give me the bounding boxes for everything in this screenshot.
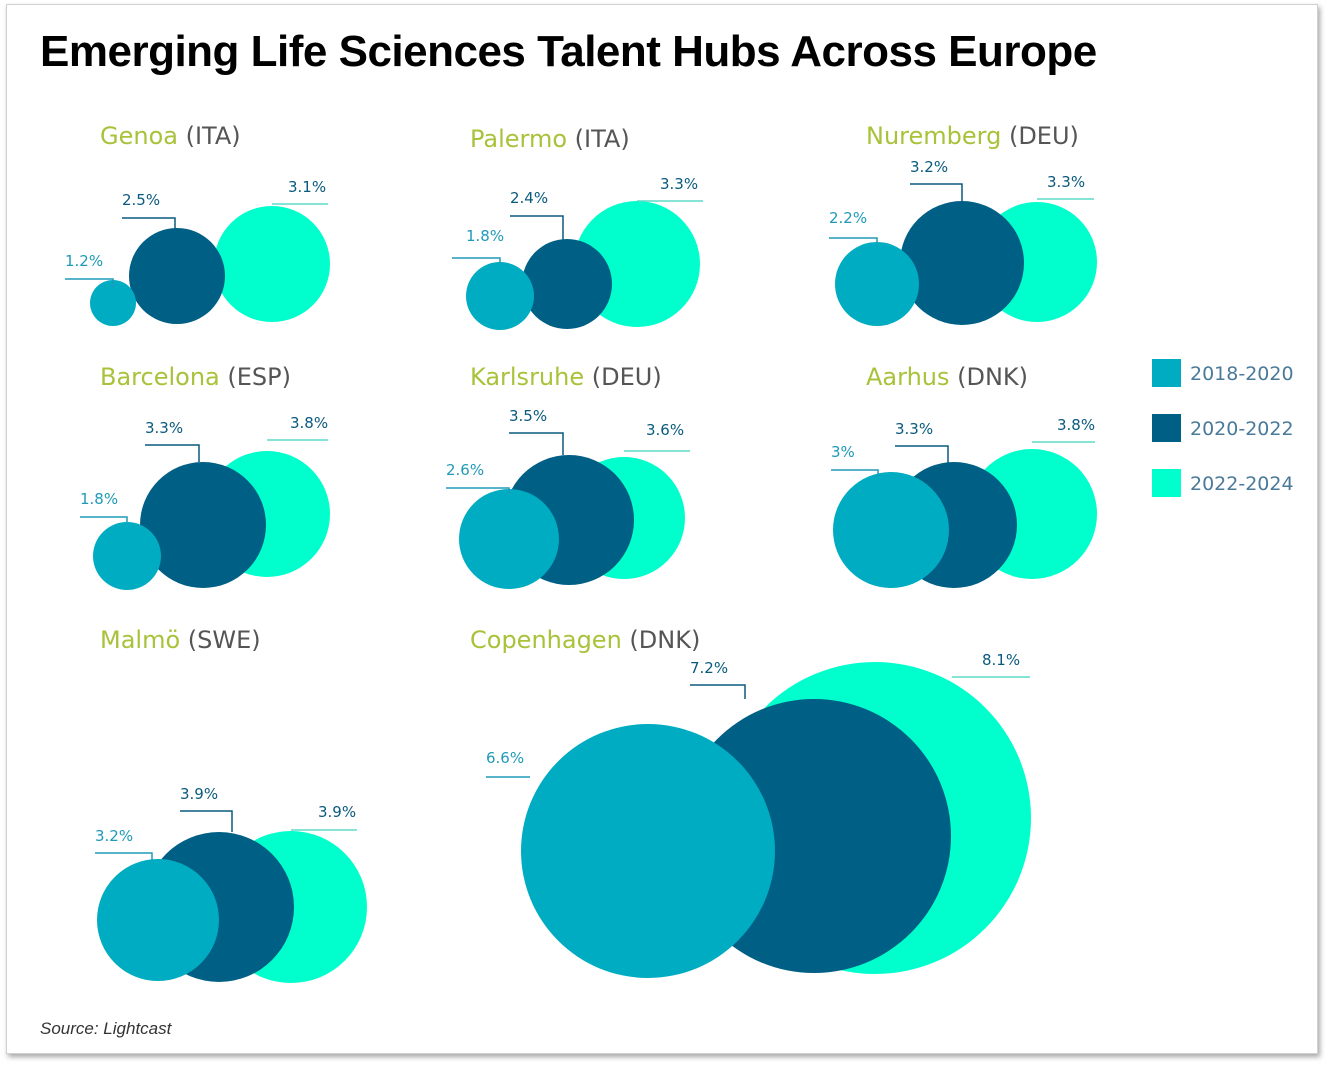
legend-swatch-2020-2022: [1152, 414, 1181, 442]
city-country: (ESP): [220, 363, 291, 391]
city-name: Malmö: [100, 626, 180, 654]
source-note: Source: Lightcast: [40, 1019, 172, 1038]
value-label-genoa-2022-2024: 3.1%: [288, 178, 326, 196]
value-label-malm--2018-2020: 3.2%: [95, 827, 133, 845]
chart-title: Emerging Life Sciences Talent Hubs Acros…: [40, 27, 1097, 76]
leader-line-malm--2020-2022: [180, 810, 233, 832]
city-name: Barcelona: [100, 363, 220, 391]
value-label-karlsruhe-2022-2024: 3.6%: [646, 421, 684, 439]
legend-swatch-2022-2024: [1152, 469, 1181, 497]
value-label-barcelona-2020-2022: 3.3%: [145, 419, 183, 437]
city-name: Copenhagen: [470, 626, 622, 654]
value-label-malm--2020-2022: 3.9%: [180, 785, 218, 803]
leader-line-palermo-2020-2022: [510, 215, 564, 240]
legend-label-2018-2020: 2018-2020: [1190, 363, 1294, 385]
value-label-nuremberg-2022-2024: 3.3%: [1047, 173, 1085, 191]
bubble-genoa-2022-2024: [214, 206, 330, 322]
city-country: (DEU): [584, 363, 662, 391]
leader-line-karlsruhe-2020-2022: [509, 432, 564, 455]
legend-label-2020-2022: 2020-2022: [1190, 418, 1294, 440]
bubble-palermo-2018-2020: [466, 262, 534, 330]
bubble-nuremberg-2018-2020: [835, 242, 919, 326]
city-name: Aarhus: [866, 363, 950, 391]
city-title-nuremberg: Nuremberg (DEU): [866, 122, 1079, 150]
city-title-malm-: Malmö (SWE): [100, 626, 261, 654]
value-label-nuremberg-2018-2020: 2.2%: [829, 209, 867, 227]
city-name: Karlsruhe: [470, 363, 584, 391]
city-title-aarhus: Aarhus (DNK): [866, 363, 1028, 391]
value-label-nuremberg-2020-2022: 3.2%: [910, 158, 948, 176]
value-label-barcelona-2018-2020: 1.8%: [80, 490, 118, 508]
bubble-genoa-2020-2022: [129, 228, 225, 324]
value-label-palermo-2020-2022: 2.4%: [510, 189, 548, 207]
city-title-copenhagen: Copenhagen (DNK): [470, 626, 700, 654]
value-label-copenhagen-2018-2020: 6.6%: [486, 749, 524, 767]
leader-line-genoa-2018-2020: [65, 278, 114, 287]
bubble-genoa-2018-2020: [90, 280, 136, 326]
leader-line-barcelona-2020-2022: [145, 444, 200, 462]
city-country: (DNK): [950, 363, 1029, 391]
value-label-barcelona-2022-2024: 3.8%: [290, 414, 328, 432]
city-country: (SWE): [180, 626, 260, 654]
bubble-barcelona-2020-2022: [140, 462, 266, 588]
leader-line-malm--2018-2020: [95, 852, 153, 860]
leader-line-palermo-2018-2020: [452, 257, 501, 264]
bubble-karlsruhe-2018-2020: [459, 489, 559, 589]
leader-line-aarhus-2020-2022: [895, 445, 949, 464]
city-country: (DNK): [622, 626, 701, 654]
value-label-palermo-2022-2024: 3.3%: [660, 175, 698, 193]
city-title-palermo: Palermo (ITA): [470, 125, 630, 153]
city-name: Genoa: [100, 122, 178, 150]
leader-line-copenhagen-2020-2022: [690, 684, 746, 699]
bubble-copenhagen-2018-2020: [521, 724, 775, 978]
city-title-barcelona: Barcelona (ESP): [100, 363, 291, 391]
bubble-nuremberg-2020-2022: [900, 201, 1024, 325]
value-label-genoa-2020-2022: 2.5%: [122, 191, 160, 209]
value-label-karlsruhe-2020-2022: 3.5%: [509, 407, 547, 425]
city-name: Nuremberg: [866, 122, 1001, 150]
city-country: (ITA): [178, 122, 241, 150]
leader-line-genoa-2020-2022: [122, 217, 176, 230]
city-country: (DEU): [1001, 122, 1079, 150]
bubble-aarhus-2018-2020: [833, 472, 949, 588]
value-label-aarhus-2020-2022: 3.3%: [895, 420, 933, 438]
city-name: Palermo: [470, 125, 567, 153]
bubble-malm--2018-2020: [97, 859, 219, 981]
legend-label-2022-2024: 2022-2024: [1190, 473, 1294, 495]
legend-swatch-2018-2020: [1152, 359, 1181, 387]
leader-line-aarhus-2018-2020: [831, 469, 879, 476]
value-label-malm--2022-2024: 3.9%: [318, 803, 356, 821]
value-label-aarhus-2022-2024: 3.8%: [1057, 416, 1095, 434]
city-title-karlsruhe: Karlsruhe (DEU): [470, 363, 662, 391]
value-label-copenhagen-2020-2022: 7.2%: [690, 659, 728, 677]
leader-line-karlsruhe-2018-2020: [446, 487, 510, 494]
value-label-genoa-2018-2020: 1.2%: [65, 252, 103, 270]
leader-line-nuremberg-2020-2022: [910, 183, 963, 202]
city-title-genoa: Genoa (ITA): [100, 122, 241, 150]
value-label-palermo-2018-2020: 1.8%: [466, 227, 504, 245]
bubble-barcelona-2018-2020: [93, 522, 161, 590]
leader-line-nuremberg-2018-2020: [829, 237, 878, 243]
value-label-karlsruhe-2018-2020: 2.6%: [446, 461, 484, 479]
value-label-aarhus-2018-2020: 3%: [831, 443, 855, 461]
bubble-palermo-2020-2022: [522, 239, 612, 329]
city-country: (ITA): [567, 125, 630, 153]
leader-line-barcelona-2018-2020: [80, 516, 128, 522]
value-label-copenhagen-2022-2024: 8.1%: [982, 651, 1020, 669]
